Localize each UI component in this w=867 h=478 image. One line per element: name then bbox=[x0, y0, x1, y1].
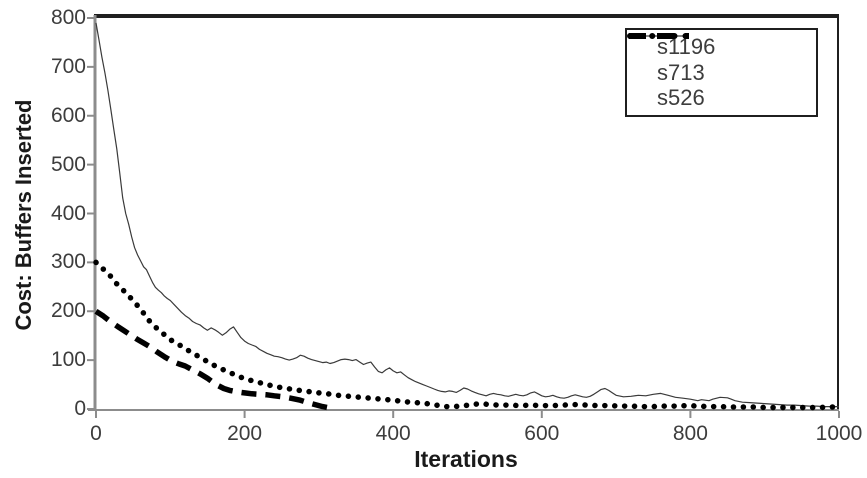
legend-row-s713: s713 bbox=[627, 33, 816, 86]
x-axis-title: Iterations bbox=[414, 446, 518, 472]
series-line-s526 bbox=[94, 308, 331, 411]
legend-label: s713 bbox=[657, 59, 705, 85]
y-tick-label: 300 bbox=[50, 250, 86, 274]
series-line-s1196 bbox=[95, 22, 839, 408]
y-tick-label: 0 bbox=[74, 397, 86, 420]
legend-label: s526 bbox=[657, 85, 705, 111]
y-tick-label: 800 bbox=[50, 6, 86, 29]
legend-dashed-line-sample bbox=[629, 33, 689, 39]
y-tick-label: 500 bbox=[50, 152, 86, 176]
x-tick-label: 1000 bbox=[815, 422, 863, 445]
x-tick-label: 400 bbox=[375, 422, 411, 445]
x-tick-label: 800 bbox=[672, 422, 708, 445]
x-tick-label: 600 bbox=[524, 422, 560, 445]
x-tick-label: 0 bbox=[90, 422, 102, 445]
legend-row-s526: s526 bbox=[629, 33, 816, 111]
y-axis-title: Cost: Buffers Inserted bbox=[11, 99, 36, 331]
y-tick-label: 200 bbox=[50, 299, 86, 323]
x-tick-label: 200 bbox=[227, 422, 263, 445]
series-line-s713 bbox=[93, 259, 842, 411]
y-tick-label: 600 bbox=[50, 103, 86, 127]
legend: s1196 s713 s526 bbox=[625, 28, 818, 117]
y-tick-label: 400 bbox=[50, 201, 86, 225]
y-tick-label: 100 bbox=[50, 348, 86, 372]
y-tick-label: 700 bbox=[50, 54, 86, 78]
